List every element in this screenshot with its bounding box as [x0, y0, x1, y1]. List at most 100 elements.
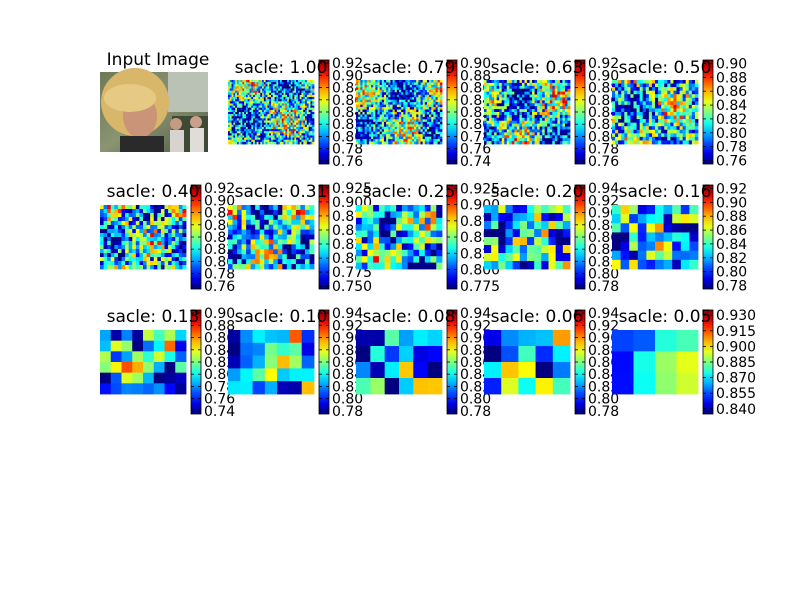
heatmap-cell — [409, 116, 413, 120]
heatmap-cell — [150, 241, 155, 246]
heatmap-cell — [175, 221, 180, 226]
heatmap-cell — [285, 137, 288, 141]
heatmap-cell — [679, 104, 684, 109]
heatmap-cell — [269, 90, 272, 94]
heatmap-cell — [260, 126, 263, 130]
heatmap-cell — [110, 217, 115, 222]
heatmap-cell — [420, 121, 424, 125]
heatmap-cell — [559, 106, 563, 110]
heatmap-cell — [655, 126, 659, 131]
heatmap-cell — [514, 141, 518, 145]
heatmap-cell — [240, 82, 243, 85]
heatmap-cell — [529, 126, 533, 130]
heatmap-cell — [100, 217, 104, 222]
heatmap-cell — [667, 140, 671, 145]
heatmap-cell — [539, 120, 543, 125]
heatmap-cell — [537, 120, 541, 125]
heatmap-cell — [401, 89, 404, 93]
heatmap-cell — [250, 229, 256, 235]
heatmap-cell — [290, 120, 293, 124]
heatmap-cell — [409, 84, 413, 88]
heatmap-cell — [624, 94, 628, 99]
heatmap-cell — [529, 91, 533, 95]
heatmap-cell — [255, 205, 261, 211]
heatmap-cell — [110, 253, 115, 258]
heatmap-cell — [306, 137, 310, 141]
heatmap-cell — [424, 97, 428, 101]
heatmap-cell — [143, 229, 147, 234]
heatmap-cell — [491, 94, 495, 98]
heatmap-cell — [299, 124, 302, 128]
heatmap-cell — [501, 330, 519, 347]
heatmap-cell — [529, 82, 533, 87]
heatmap-cell — [612, 101, 616, 106]
heatmap-cell — [491, 138, 495, 142]
heatmap-cell — [276, 105, 279, 109]
heatmap-cell — [304, 264, 310, 270]
heatmap-cell — [305, 139, 308, 143]
heatmap-cell — [296, 135, 299, 138]
heatmap-cell — [297, 107, 301, 111]
heatmap-cell — [297, 103, 301, 106]
heatmap-cell — [121, 241, 126, 246]
heatmap-cell — [282, 234, 288, 240]
heatmap-cell — [143, 213, 147, 218]
heatmap-cell — [646, 214, 656, 224]
heatmap-cell — [279, 120, 283, 124]
heatmap-cell — [437, 121, 441, 125]
heatmap-cell — [271, 92, 274, 96]
heatmap-cell — [426, 124, 430, 128]
heatmap-cell — [245, 99, 249, 102]
heatmap-cell — [537, 88, 541, 93]
heatmap-cell — [271, 133, 274, 136]
colorbar-tick-label: 0.78 — [588, 279, 619, 295]
heatmap-cell — [362, 129, 365, 133]
heatmap-cell — [251, 112, 254, 115]
heatmap-cell — [286, 254, 292, 260]
heatmap-cell — [491, 205, 499, 214]
heatmap-cell — [260, 120, 263, 124]
heatmap-cell — [366, 109, 370, 113]
heatmap-cell — [229, 82, 232, 85]
heatmap-cell — [254, 86, 258, 89]
heatmap-cell — [494, 123, 498, 127]
heatmap-cell — [306, 126, 310, 130]
heatmap-cell — [274, 86, 277, 89]
heatmap-cell — [272, 94, 275, 98]
colorbar-tick-label: 0.90 — [588, 68, 619, 84]
heatmap-cell — [384, 230, 391, 238]
heatmap-cell — [285, 141, 288, 145]
heatmap-cell — [399, 141, 402, 145]
heatmap-cell — [435, 121, 439, 125]
heatmap-cell — [437, 119, 441, 123]
heatmap-cell — [306, 114, 310, 117]
heatmap-cell — [362, 131, 365, 135]
heatmap-cell — [232, 244, 238, 250]
heatmap-cell — [399, 139, 402, 142]
heatmap-cell — [670, 108, 674, 113]
heatmap-cell — [250, 249, 256, 255]
heatmap-cell — [242, 107, 245, 111]
heatmap-cell — [304, 259, 310, 265]
heatmap-cell — [373, 112, 376, 115]
heatmap-cell — [642, 112, 647, 116]
heatmap-cell — [288, 82, 292, 85]
heatmap-cell — [399, 92, 402, 96]
heatmap-cell — [519, 114, 523, 119]
heatmap-cell — [121, 253, 126, 258]
heatmap-cell — [235, 94, 238, 98]
heatmap-cell — [272, 139, 275, 143]
heatmap-cell — [509, 85, 513, 90]
heatmap-cell — [287, 131, 290, 134]
heatmap-cell — [420, 97, 424, 101]
heatmap-cell — [676, 94, 680, 99]
heatmap-cell — [498, 213, 506, 222]
heatmap-cell — [300, 244, 306, 250]
heatmap-cell — [371, 116, 374, 120]
heatmap-cell — [673, 115, 677, 120]
heatmap-cell — [235, 137, 238, 141]
heatmap-cell — [249, 126, 252, 130]
heatmap-cell — [263, 97, 267, 100]
heatmap-cell — [509, 103, 513, 107]
heatmap-cell — [361, 243, 368, 251]
